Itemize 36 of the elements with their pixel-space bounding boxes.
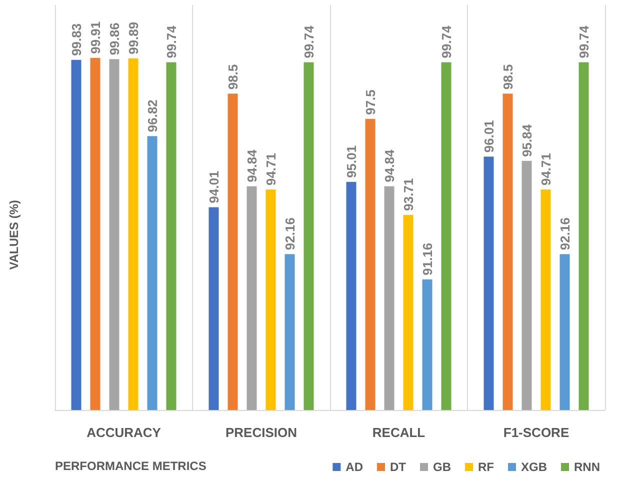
data-label: 99.74 (301, 24, 316, 58)
data-label: 97.5 (362, 90, 378, 115)
data-label: 93.71 (400, 178, 416, 211)
y-axis-title: VALUES (%) (7, 200, 21, 270)
data-label: 92.16 (282, 218, 298, 250)
data-label: 98.5 (225, 64, 240, 90)
x-tick-label: PRECISION (225, 425, 298, 440)
data-label: 95.84 (519, 124, 534, 157)
x-tick-label: ACCURACY (86, 425, 162, 440)
legend-label: GB (433, 460, 452, 474)
data-label: 91.16 (420, 242, 435, 276)
data-label: 99.89 (126, 22, 141, 54)
x-axis-title: PERFORMANCE METRICS (55, 459, 206, 473)
data-label: 98.5 (500, 64, 516, 90)
data-label: 96.82 (144, 100, 160, 132)
data-label: 99.86 (106, 22, 122, 56)
data-label: 94.01 (206, 170, 222, 204)
data-label: 94.71 (263, 152, 278, 186)
data-label: 94.84 (382, 148, 397, 182)
legend-label: AD (346, 460, 364, 474)
data-label: 92.16 (557, 218, 572, 250)
legend-label: RF (478, 460, 494, 474)
legend-label: RNN (574, 460, 600, 474)
data-label: 99.91 (88, 21, 103, 54)
data-label: 96.01 (481, 120, 496, 153)
legend-label: DT (390, 460, 407, 474)
x-tick-label: F1-SCORE (503, 425, 570, 440)
data-label: 94.84 (244, 148, 260, 182)
data-label: 99.74 (438, 24, 454, 58)
data-label: 95.01 (344, 145, 359, 178)
data-label: 99.74 (576, 24, 592, 58)
data-label: 94.71 (538, 152, 554, 186)
data-label: 99.83 (68, 23, 84, 56)
x-tick-label: RECALL (372, 425, 426, 440)
data-label: 99.74 (164, 24, 179, 58)
legend-label: XGB (521, 460, 548, 474)
